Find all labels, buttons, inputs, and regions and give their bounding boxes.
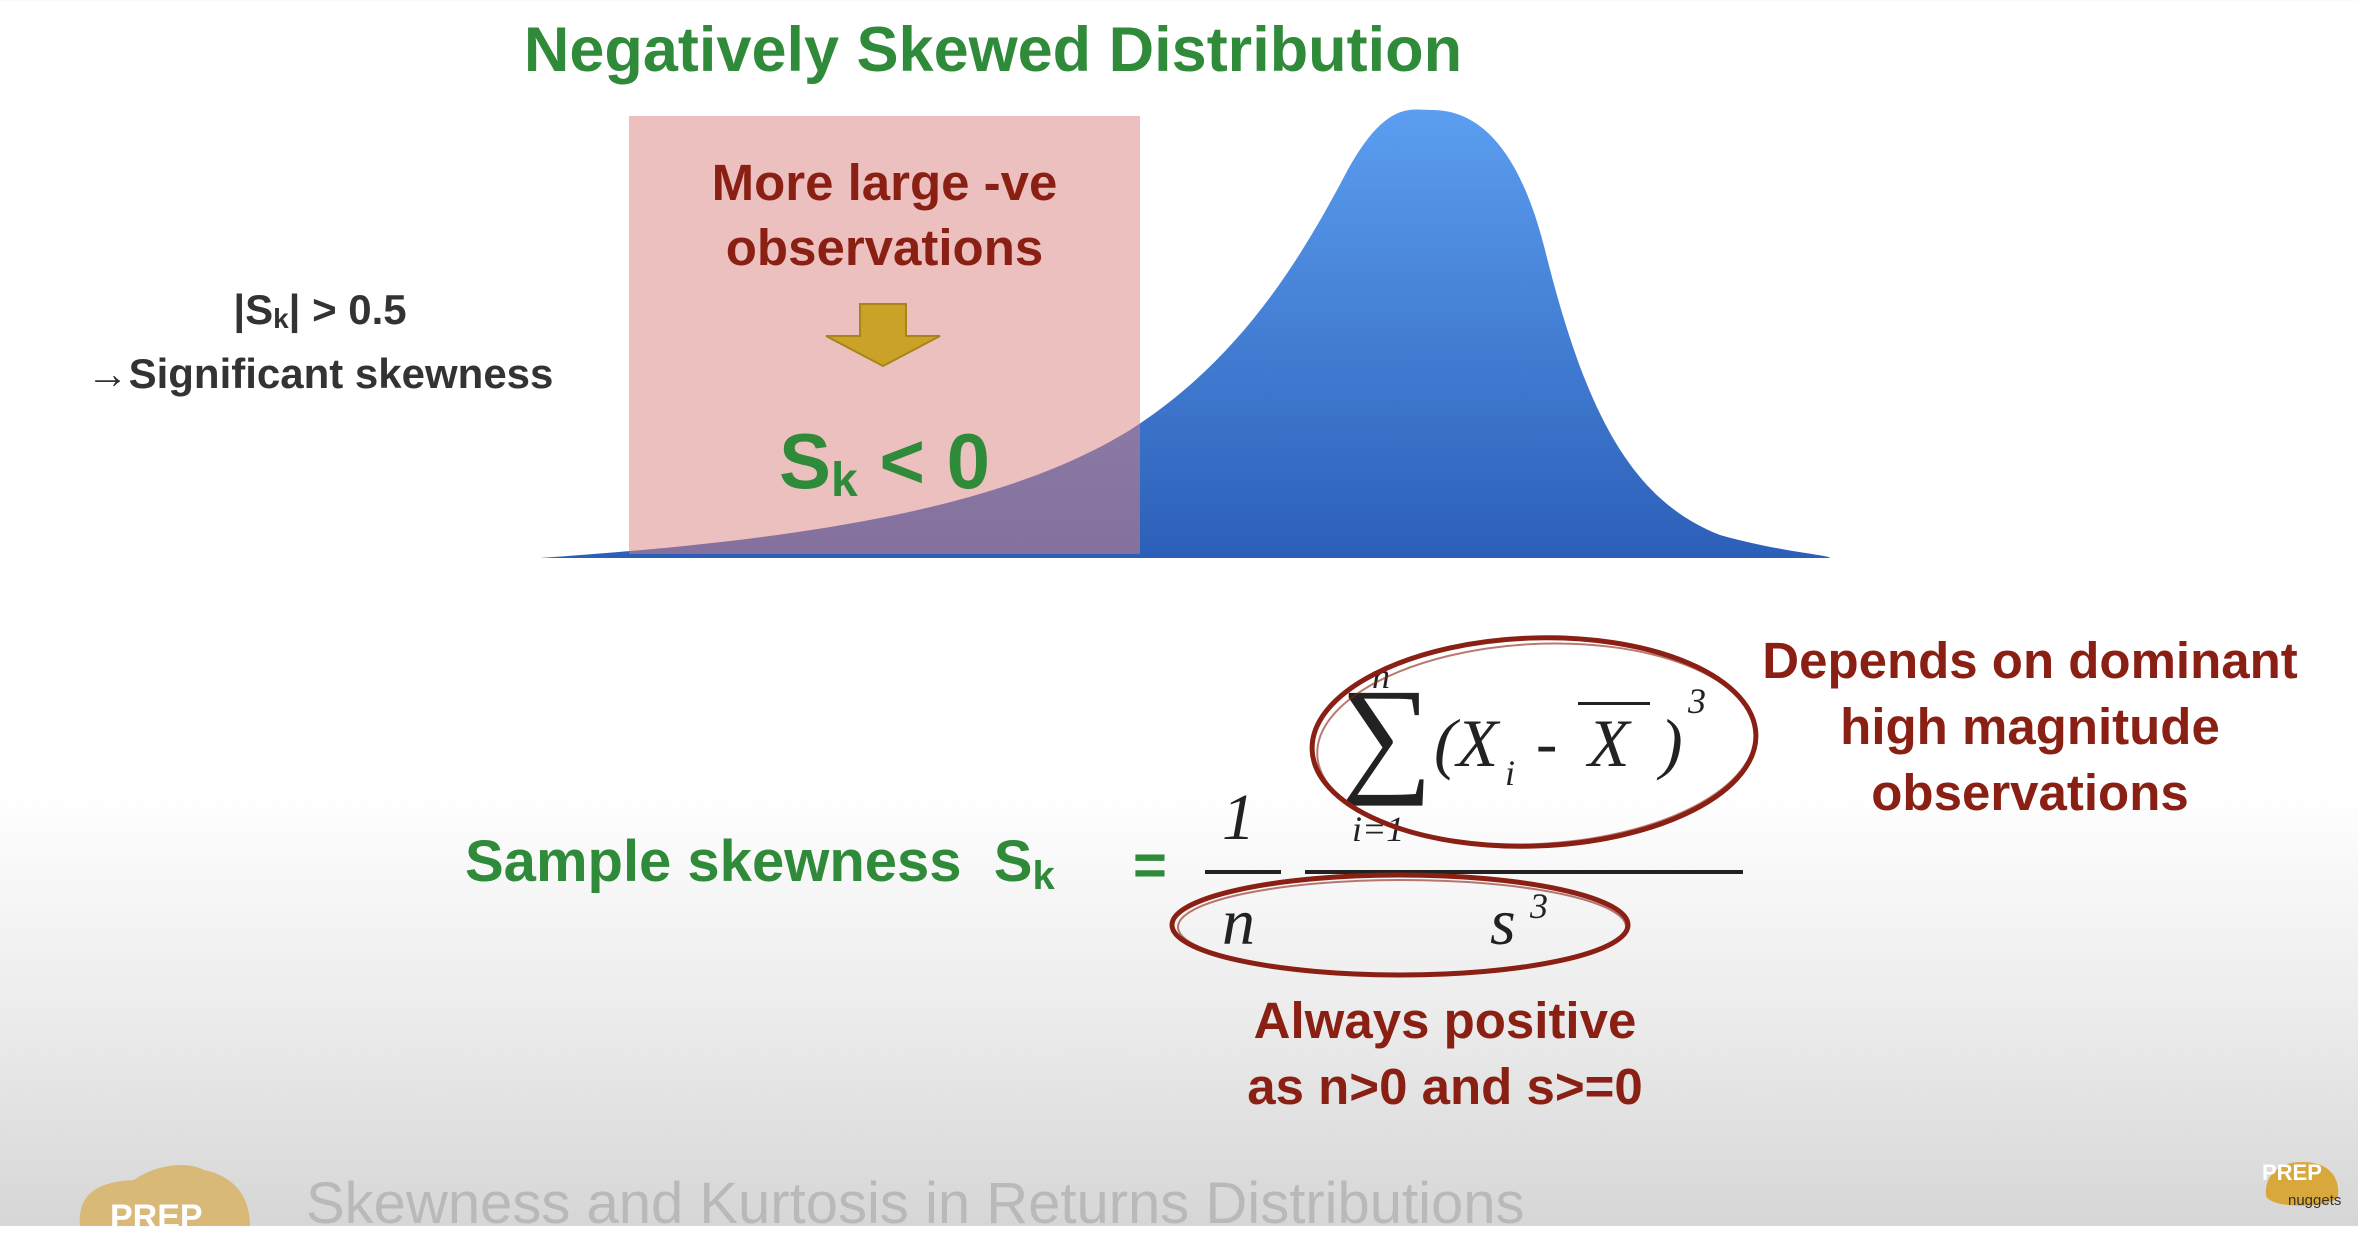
abs-close: | > 0.5: [288, 286, 407, 333]
always-line2: as n>0 and s>=0: [1247, 1058, 1643, 1115]
numerator-ellipse-echo: [1316, 642, 1756, 846]
sk-subscript: k: [831, 454, 858, 507]
term-open: (X: [1434, 705, 1499, 781]
depends-line1: Depends on dominant: [1762, 632, 2298, 689]
denominator-ellipse: [1169, 872, 1631, 978]
significance-condition: |Sk| > 0.5: [60, 282, 580, 346]
equals-sign: =: [1133, 833, 1167, 898]
numerator-ellipse: [1309, 635, 1759, 849]
corner-logo-icon: [2265, 1162, 2339, 1206]
denominator-power: 3: [1530, 886, 1548, 926]
box-caption-line1: More large -ve: [711, 154, 1058, 211]
xbar-symbol: X: [1588, 705, 1630, 781]
depends-annotation: Depends on dominant high magnitude obser…: [1730, 628, 2330, 826]
box-caption: More large -ve observations: [629, 150, 1140, 280]
prep-logo-text: PREP: [110, 1198, 203, 1226]
denominator-s: s: [1490, 886, 1516, 959]
sample-skewness-label: Sample skewness Sk: [465, 828, 1055, 899]
sk-less-than-zero: Sk < 0: [629, 416, 1140, 508]
significance-meaning: →Significant skewness: [86, 350, 554, 397]
down-arrow-icon: [825, 303, 941, 368]
depends-line2: high magnitude: [1840, 698, 2220, 755]
xbar-overline: [1578, 702, 1650, 705]
term-subscript: i: [1505, 753, 1516, 793]
depends-line3: observations: [1871, 764, 2189, 821]
fraction-one: 1: [1222, 781, 1255, 854]
fraction-bar-main: [1305, 870, 1743, 874]
formula-sk-symbol: S: [993, 829, 1033, 894]
term-minus: -: [1536, 707, 1558, 778]
footer-course-title: Skewness and Kurtosis in Returns Distrib…: [306, 1171, 1525, 1236]
term-power: 3: [1688, 681, 1706, 721]
significance-note: |Sk| > 0.5 →Significant skewness: [60, 282, 580, 401]
abs-open: |S: [233, 286, 274, 333]
skewed-curve-shape: [540, 109, 1830, 558]
sk-symbol: S: [778, 417, 832, 505]
corner-logo-subtext: nuggets: [2288, 1192, 2342, 1209]
abs-sub: k: [273, 303, 289, 334]
prep-logo-icon: PREP: [79, 1165, 250, 1226]
corner-logo-text: PREP: [2262, 1160, 2322, 1185]
denominator-ellipse-echo: [1177, 879, 1627, 975]
box-caption-line2: observations: [725, 219, 1044, 276]
always-positive-annotation: Always positive as n>0 and s>=0: [1140, 988, 1750, 1120]
formula-sk-subscript: k: [1032, 854, 1055, 898]
page-title: Negatively Skewed Distribution: [523, 15, 1463, 85]
fraction-bar-small: [1205, 870, 1281, 874]
term-close: ): [1660, 705, 1683, 781]
always-line1: Always positive: [1253, 992, 1637, 1049]
sk-relation: < 0: [879, 417, 990, 505]
formula-label-text: Sample skewness: [465, 829, 962, 894]
